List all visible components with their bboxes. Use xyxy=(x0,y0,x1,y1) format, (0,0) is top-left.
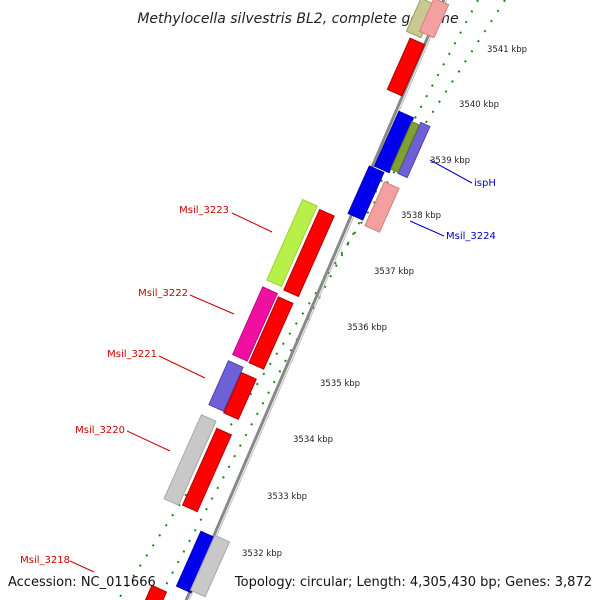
leader-line xyxy=(231,212,273,233)
tick-label: 3532 kbp xyxy=(242,549,282,559)
gene-msil-3218[interactable] xyxy=(144,584,168,600)
tick-label: 3535 kbp xyxy=(320,379,360,389)
gene-label-ispH[interactable]: ispH xyxy=(474,178,496,189)
gene-msil-3222[interactable] xyxy=(231,286,279,362)
leader-line xyxy=(126,430,171,452)
gene-label-msil-3222[interactable]: Msil_3222 xyxy=(138,288,188,299)
tick-label: 3536 kbp xyxy=(347,323,387,333)
leader-line xyxy=(429,159,473,184)
tick-label: 3534 kbp xyxy=(293,435,333,445)
gene-label-msil-3223[interactable]: Msil_3223 xyxy=(179,205,229,216)
tick-label: 3533 kbp xyxy=(267,492,307,502)
gene-blue-mid[interactable] xyxy=(347,165,385,221)
gene-msil-3224[interactable] xyxy=(364,181,400,233)
tick-label: 3540 kbp xyxy=(459,100,499,110)
tick-label: 3541 kbp xyxy=(487,45,527,55)
gene-label-msil-3224[interactable]: Msil_3224 xyxy=(446,231,496,242)
leader-line xyxy=(158,355,206,379)
tick-labels: 3541 kbp 3540 kbp 3539 kbp 3538 kbp 3537… xyxy=(242,45,527,559)
gene-pink-top[interactable] xyxy=(418,0,450,39)
leader-line xyxy=(189,294,235,315)
genome-backbone xyxy=(184,0,446,600)
topology-text: Topology: circular; Length: 4,305,430 bp… xyxy=(234,575,592,590)
gene-red-arrow[interactable] xyxy=(248,296,294,370)
gene-label-msil-3218[interactable]: Msil_3218 xyxy=(20,555,70,566)
gene-label-msil-3221[interactable]: Msil_3221 xyxy=(107,349,157,360)
genome-backbone-shadow xyxy=(188,0,448,600)
tick-track-outer xyxy=(117,0,506,600)
gene-msil-3223[interactable] xyxy=(266,198,318,288)
gene-red-arrow[interactable] xyxy=(181,427,233,513)
leader-line xyxy=(409,220,445,237)
tick-label: 3539 kbp xyxy=(430,156,470,166)
gene-msil-3220[interactable] xyxy=(163,414,217,506)
gene-red-arrow[interactable] xyxy=(223,371,257,421)
tick-label: 3537 kbp xyxy=(374,267,414,277)
tick-label: 3538 kbp xyxy=(401,211,441,221)
gene-red-arrow[interactable] xyxy=(283,208,335,298)
leader-line xyxy=(69,560,95,573)
gene-label-msil-3220[interactable]: Msil_3220 xyxy=(75,425,125,436)
accession-text: Accession: NC_011666 xyxy=(8,575,156,590)
gene-gray-bottom[interactable] xyxy=(189,534,231,598)
gene-red-arrow[interactable] xyxy=(386,37,426,97)
genome-title: Methylocella silvestris BL2, complete ge… xyxy=(137,11,458,27)
gene-msil-3221[interactable] xyxy=(208,360,244,412)
gene-olive-mid[interactable] xyxy=(390,120,420,174)
